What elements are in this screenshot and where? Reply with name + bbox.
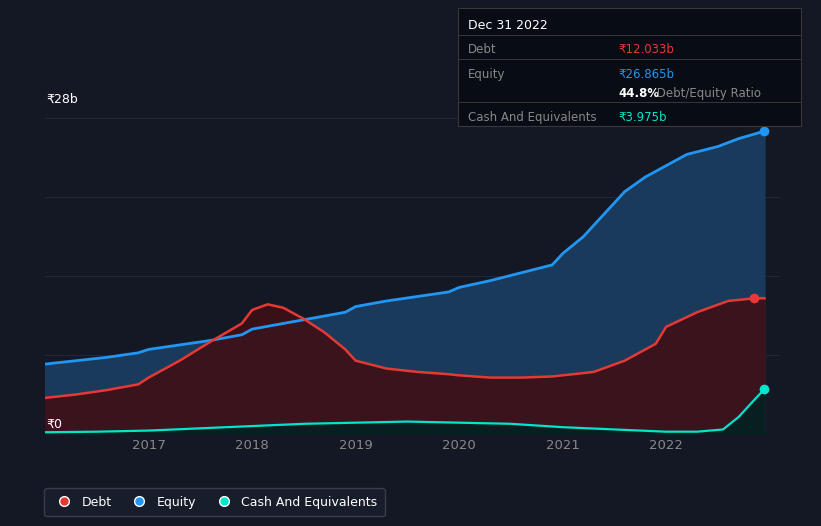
Text: ₹12.033b: ₹12.033b (618, 44, 674, 56)
Text: 44.8%: 44.8% (618, 87, 659, 99)
Text: Cash And Equivalents: Cash And Equivalents (468, 111, 597, 124)
Text: ₹26.865b: ₹26.865b (618, 68, 674, 80)
Text: Equity: Equity (468, 68, 506, 80)
Legend: Debt, Equity, Cash And Equivalents: Debt, Equity, Cash And Equivalents (44, 488, 385, 516)
Text: ₹0: ₹0 (47, 418, 62, 431)
Text: Debt: Debt (468, 44, 497, 56)
Text: Debt/Equity Ratio: Debt/Equity Ratio (653, 87, 761, 99)
Text: ₹28b: ₹28b (47, 93, 78, 106)
Text: Dec 31 2022: Dec 31 2022 (468, 19, 548, 32)
Text: ₹3.975b: ₹3.975b (618, 111, 667, 124)
